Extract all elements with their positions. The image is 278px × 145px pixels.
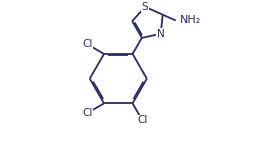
Text: N: N: [157, 29, 165, 39]
Text: Cl: Cl: [82, 39, 93, 49]
Text: Cl: Cl: [137, 115, 147, 125]
Text: S: S: [142, 2, 148, 12]
Text: NH₂: NH₂: [180, 16, 201, 26]
Text: Cl: Cl: [82, 108, 93, 118]
